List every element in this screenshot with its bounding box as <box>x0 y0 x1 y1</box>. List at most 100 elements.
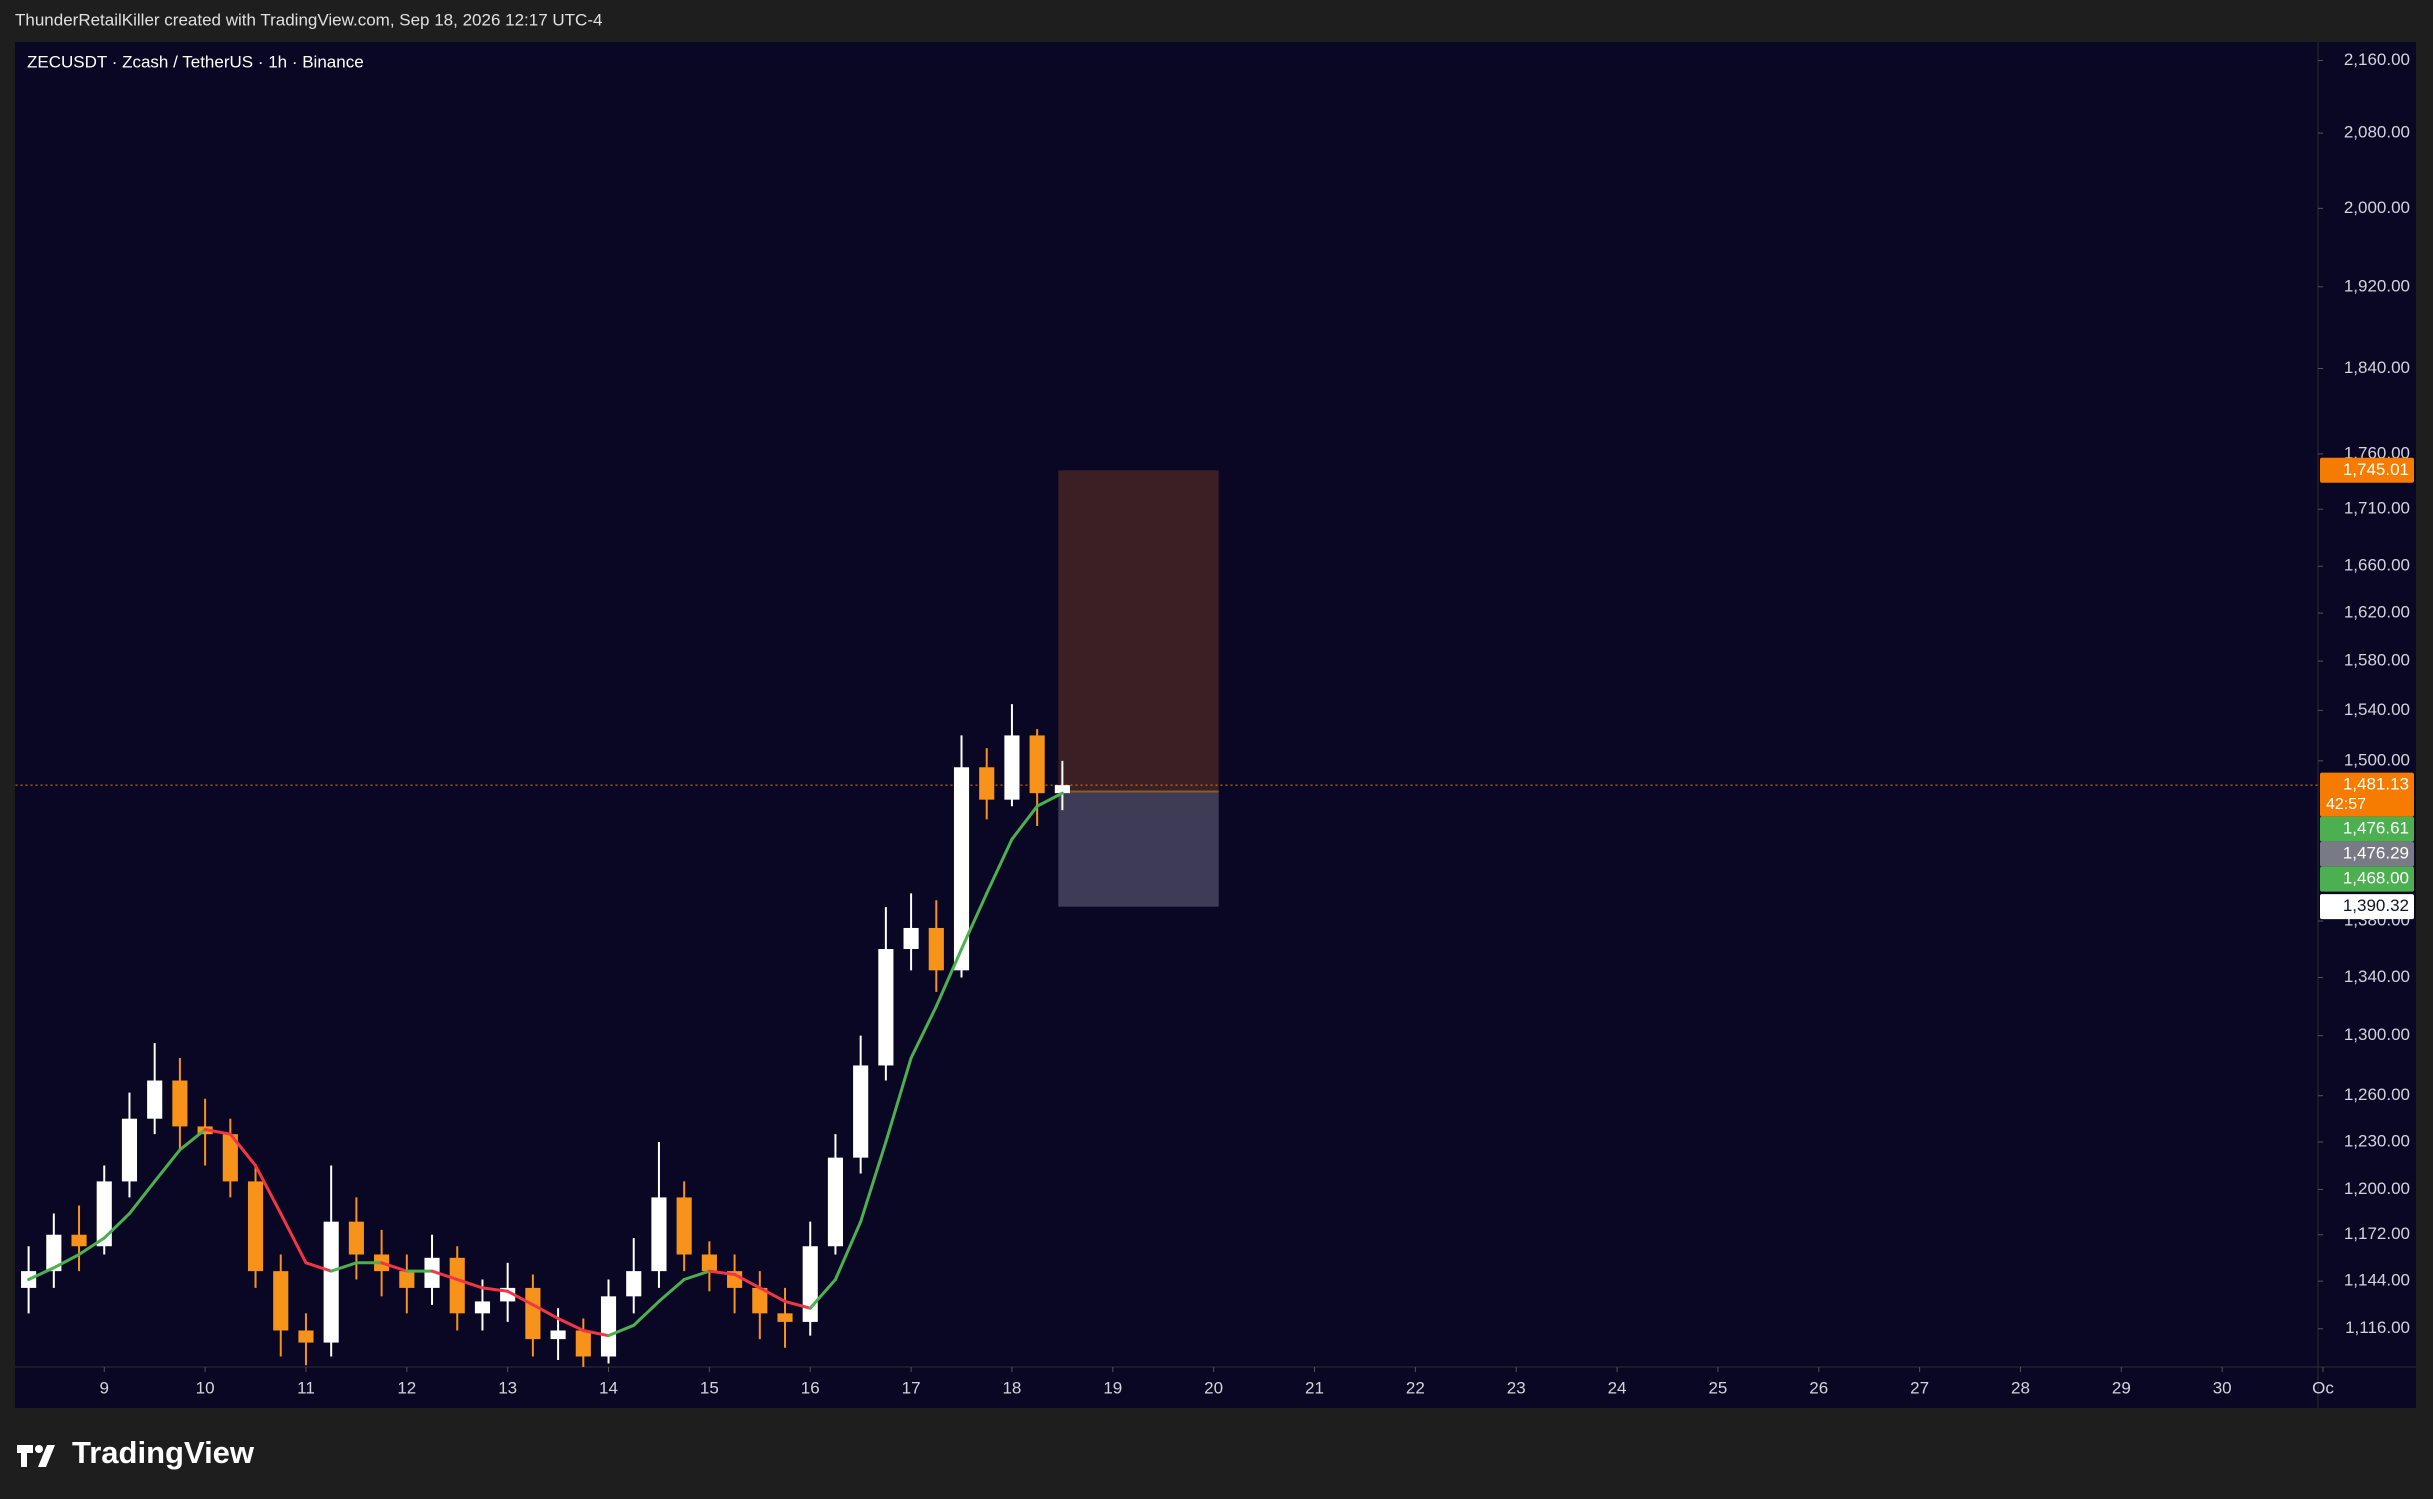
header-bar <box>0 0 2433 40</box>
x-tick-label: 22 <box>1406 1378 1425 1397</box>
y-tick-label: 1,540.00 <box>2344 700 2410 719</box>
y-tick-label: 1,200.00 <box>2344 1179 2410 1198</box>
y-tick-label: 1,230.00 <box>2344 1131 2410 1150</box>
ma-segment <box>1035 791 1064 808</box>
candle-body <box>222 1134 238 1182</box>
x-tick-label: 26 <box>1809 1378 1828 1397</box>
candle-body <box>979 767 995 800</box>
candle-body <box>550 1330 566 1340</box>
price-label-bg <box>2320 772 2414 817</box>
ma-segment <box>203 1128 232 1136</box>
header-text: ThunderRetailKiller created with Trading… <box>15 10 602 29</box>
ma-segment <box>632 1299 661 1327</box>
ma-segment <box>178 1128 207 1152</box>
price-label-bg <box>2320 816 2414 842</box>
ma-segment <box>960 891 989 951</box>
x-tick-label: 30 <box>2213 1378 2232 1397</box>
x-tick-label: 9 <box>100 1378 109 1397</box>
x-tick-label: 14 <box>599 1378 618 1397</box>
candle-body <box>651 1197 667 1272</box>
x-tick-label: 21 <box>1305 1378 1324 1397</box>
ma-segment <box>380 1261 409 1273</box>
ma-segment <box>884 1056 913 1144</box>
y-tick-label: 1,116.00 <box>2345 1318 2410 1337</box>
price-label: 1,476.29 <box>2343 844 2409 863</box>
x-tick-label: 11 <box>297 1378 315 1397</box>
ma-segment <box>1010 804 1039 841</box>
brand: TradingView <box>72 1435 255 1470</box>
x-tick-label: 17 <box>902 1378 921 1397</box>
y-tick-label: 2,080.00 <box>2344 123 2410 142</box>
candle-body <box>71 1234 87 1247</box>
price-label-bg <box>2320 457 2414 483</box>
y-tick-label: 1,760.00 <box>2344 443 2410 462</box>
candle-body <box>953 767 970 971</box>
ma-segment <box>682 1269 711 1281</box>
candle-body <box>298 1330 314 1343</box>
x-tick-label: 23 <box>1507 1378 1526 1397</box>
ma-segment <box>657 1277 686 1303</box>
ma-segment <box>581 1328 611 1338</box>
x-tick-label: 19 <box>1103 1378 1122 1397</box>
price-label: 1,481.13 <box>2343 775 2409 794</box>
x-tick-label: 15 <box>700 1378 719 1397</box>
candle-body <box>752 1287 768 1314</box>
candle-body <box>626 1271 642 1297</box>
y-tick-label: 1,580.00 <box>2344 651 2410 670</box>
ma-segment <box>833 1220 863 1281</box>
candle-body <box>273 1271 289 1331</box>
ma-segment <box>733 1272 762 1290</box>
candle-body <box>827 1157 844 1247</box>
ma-segment <box>77 1236 106 1257</box>
candle-body <box>1004 735 1020 800</box>
ma-segment <box>531 1303 560 1320</box>
x-tick-label: 10 <box>196 1378 215 1397</box>
x-tick-label: 28 <box>2011 1378 2030 1397</box>
ma-segment <box>783 1299 812 1310</box>
x-tick-label: 27 <box>1910 1378 1929 1397</box>
ma-segment <box>304 1261 333 1273</box>
x-tick-label: 24 <box>1608 1378 1627 1397</box>
candle-body <box>121 1118 138 1182</box>
candle-body <box>147 1080 163 1119</box>
y-tick-label: 1,500.00 <box>2344 750 2410 769</box>
countdown: 42:57 <box>2326 796 2366 813</box>
ma-segment <box>52 1253 81 1270</box>
price-label-bg <box>2320 841 2414 867</box>
tradingview-logo <box>17 1445 55 1467</box>
ma-segment <box>707 1269 737 1276</box>
ma-segment <box>455 1277 484 1290</box>
candle-body <box>600 1296 617 1357</box>
ma-segment <box>254 1164 283 1216</box>
x-tick-label: 29 <box>2112 1378 2131 1397</box>
ma-segment <box>506 1289 535 1307</box>
ma-segment <box>859 1140 888 1224</box>
x-tick-label: 12 <box>397 1378 416 1397</box>
candle-body <box>449 1257 465 1314</box>
x-tick-label: 25 <box>1708 1378 1727 1397</box>
price-label: 1,476.61 <box>2343 819 2409 838</box>
candle-body <box>96 1181 112 1247</box>
candle-body <box>676 1197 692 1255</box>
ma-segment <box>985 837 1014 895</box>
candle-body <box>853 1065 869 1158</box>
ma-segment <box>909 1004 938 1060</box>
ma-segment <box>153 1148 182 1183</box>
logo-mark <box>17 1445 33 1467</box>
y-tick-label: 1,300.00 <box>2344 1025 2410 1044</box>
candle-body <box>399 1271 415 1288</box>
ma-segment <box>808 1277 837 1310</box>
y-tick-label: 1,144.00 <box>2344 1271 2410 1290</box>
candle-body <box>903 927 919 950</box>
x-tick-label: 13 <box>498 1378 517 1397</box>
logo-slash <box>38 1445 55 1467</box>
symbol-title: ZECUSDT · Zcash / TetherUS · 1h · Binanc… <box>27 52 364 71</box>
ma-segment <box>127 1179 157 1216</box>
candle-body <box>424 1257 440 1288</box>
position-loss <box>1058 791 1219 907</box>
price-label-bg <box>2320 866 2414 892</box>
y-tick-label: 1,840.00 <box>2344 358 2410 377</box>
position-profit <box>1058 470 1219 792</box>
